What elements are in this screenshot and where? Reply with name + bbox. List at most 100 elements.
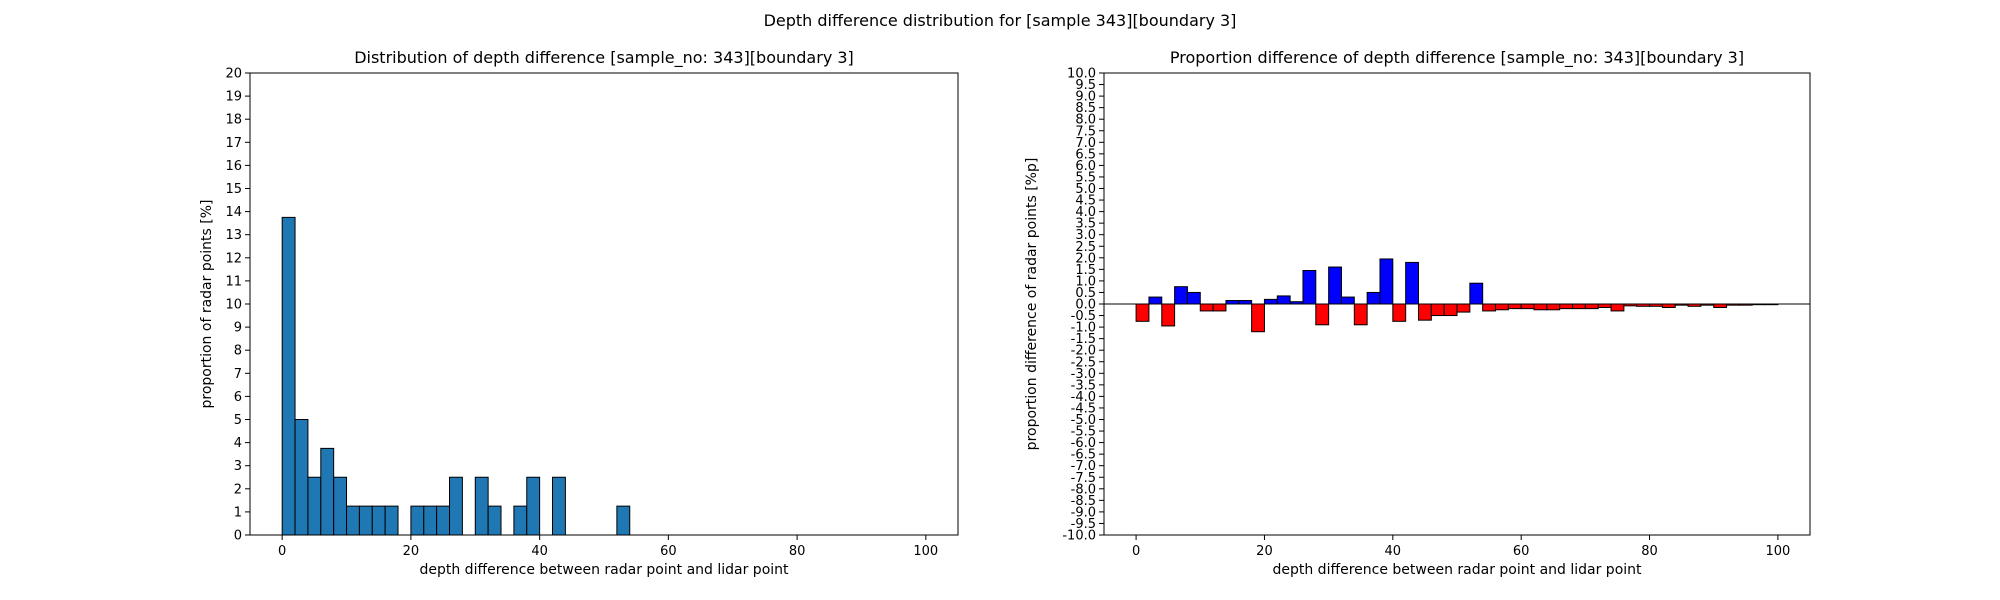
x-tick-label: 0 — [278, 544, 286, 559]
y-tick-label: 3 — [234, 459, 242, 474]
y-tick-label: -5.0 — [1071, 413, 1096, 428]
x-axis-label: depth difference between radar point and… — [1272, 562, 1642, 578]
y-tick-label: -6.5 — [1071, 448, 1096, 463]
bar — [1251, 303, 1265, 333]
y-tick-label: 7.0 — [1075, 136, 1096, 151]
bar — [333, 476, 348, 536]
y-tick-label: -3.5 — [1071, 378, 1096, 393]
y-tick-label: -7.5 — [1071, 471, 1096, 486]
bar — [513, 505, 528, 536]
y-axis-label: proportion difference of radar points [%… — [1024, 158, 1040, 451]
bar — [1392, 303, 1407, 322]
x-tick-label: 0 — [1132, 544, 1140, 559]
bar — [449, 476, 463, 536]
bar — [346, 505, 360, 536]
bar — [1495, 303, 1509, 311]
bar — [1212, 303, 1227, 312]
y-tick-label: 9.0 — [1075, 90, 1096, 105]
y-tick-label: -6.0 — [1071, 436, 1096, 451]
y-tick-label: -4.5 — [1071, 401, 1096, 416]
x-tick-label: 80 — [789, 544, 806, 559]
y-tick-label: 8.5 — [1075, 101, 1096, 116]
bar — [1533, 303, 1548, 311]
bar — [320, 447, 335, 536]
x-tick-label: 60 — [660, 544, 677, 559]
y-tick-label: 9 — [234, 321, 242, 336]
bar — [1135, 303, 1150, 322]
y-tick-label: -2.0 — [1071, 344, 1096, 359]
y-tick-label: -8.0 — [1071, 482, 1096, 497]
bar — [1148, 296, 1163, 305]
bar — [1340, 296, 1355, 305]
bar — [371, 505, 386, 536]
bar — [1572, 303, 1586, 310]
y-tick-label: 17 — [225, 136, 242, 151]
y-tick-label: 10 — [225, 298, 242, 313]
y-tick-label: 4.0 — [1075, 205, 1096, 220]
x-tick-label: 20 — [403, 544, 420, 559]
bar — [1405, 261, 1419, 305]
y-tick-label: 8 — [234, 344, 242, 359]
bar — [1456, 303, 1471, 313]
proportion-difference-chart: Proportion difference of depth differenc… — [1024, 48, 1811, 578]
x-tick-label: 80 — [1641, 544, 1658, 559]
bar — [1507, 303, 1522, 310]
y-tick-label: -2.5 — [1071, 355, 1096, 370]
bar — [1161, 303, 1176, 327]
bar — [1276, 295, 1291, 305]
x-axis-label: depth difference between radar point and… — [419, 562, 789, 578]
y-tick-label: 4 — [234, 436, 242, 451]
y-tick-label: 12 — [225, 251, 242, 266]
y-tick-label: 6.0 — [1075, 159, 1096, 174]
y-tick-label: -9.5 — [1071, 517, 1096, 532]
bar — [294, 419, 309, 536]
y-axis-label: proportion of radar points [%] — [199, 199, 215, 408]
y-tick-label: -10.0 — [1062, 529, 1096, 544]
y-tick-label: 20 — [225, 67, 242, 82]
bar — [487, 505, 502, 536]
chart-title: Proportion difference of depth differenc… — [1170, 48, 1744, 68]
y-tick-label: 1.5 — [1075, 263, 1096, 278]
bar — [1186, 291, 1201, 305]
y-tick-label: 16 — [225, 159, 242, 174]
y-tick-label: 4.5 — [1075, 194, 1096, 209]
y-axis: -10.0-9.5-9.0-8.5-8.0-7.5-7.0-6.5-6.0-5.… — [1062, 67, 1104, 544]
bar — [1417, 303, 1432, 321]
bar — [423, 505, 438, 536]
bar — [1263, 298, 1278, 305]
y-tick-label: 18 — [225, 113, 242, 128]
y-tick-label: -1.5 — [1071, 332, 1096, 347]
y-tick-label: 6.5 — [1075, 147, 1096, 162]
y-tick-label: 0 — [234, 529, 242, 544]
bar — [474, 476, 489, 536]
y-tick-label: -3.0 — [1071, 367, 1096, 382]
y-tick-label: 2.0 — [1075, 251, 1096, 266]
bar — [1584, 303, 1599, 310]
bar — [384, 505, 399, 536]
bar — [1559, 303, 1574, 310]
bar — [616, 505, 631, 536]
y-tick-label: 1.0 — [1075, 274, 1096, 289]
bar — [1610, 303, 1625, 312]
y-tick-label: 11 — [225, 274, 242, 289]
y-tick-label: 5 — [234, 413, 242, 428]
y-tick-label: 10.0 — [1067, 67, 1096, 82]
y-tick-label: -1.0 — [1071, 321, 1096, 336]
bar — [1430, 303, 1445, 317]
bar — [307, 476, 322, 536]
bar — [526, 476, 541, 536]
bar — [1469, 282, 1484, 305]
y-tick-label: 7 — [234, 367, 242, 382]
bar — [1174, 286, 1188, 305]
bar — [281, 216, 296, 536]
x-tick-label: 40 — [1385, 544, 1402, 559]
bar — [552, 476, 566, 536]
y-tick-label: 0.0 — [1075, 298, 1096, 313]
x-tick-label: 100 — [1765, 544, 1790, 559]
chart-title: Distribution of depth difference [sample… — [354, 48, 854, 68]
y-tick-label: 9.5 — [1075, 78, 1096, 93]
x-axis: 0 20 40 60 80 100 — [278, 535, 938, 559]
bar — [1328, 266, 1342, 305]
